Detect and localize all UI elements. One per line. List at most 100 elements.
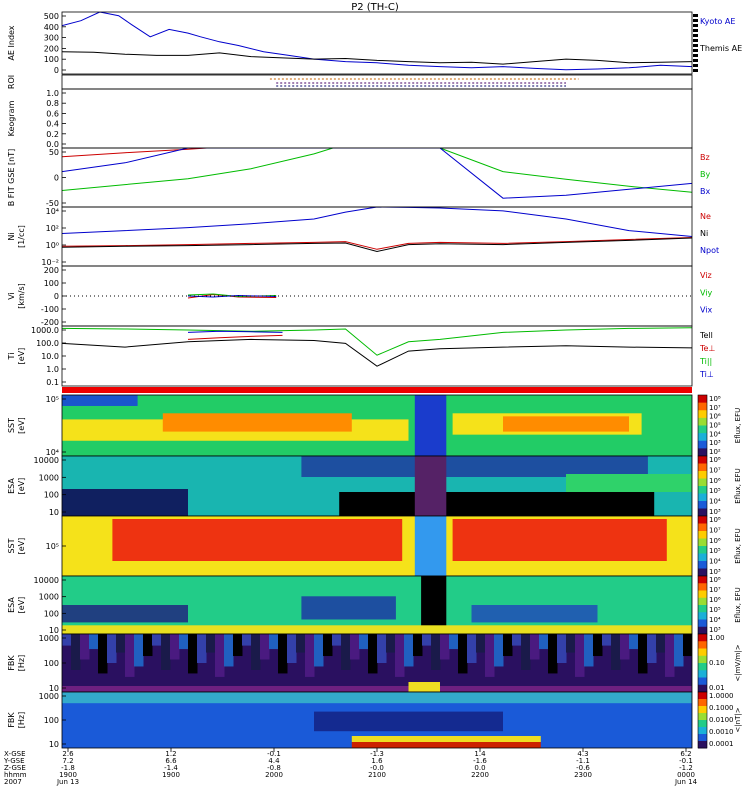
x-tick-zgse: -1.4 (164, 764, 178, 772)
spec-stripe (278, 634, 288, 674)
spec-stripe (386, 634, 396, 653)
legend-Ne: Ne (700, 212, 711, 221)
right-tick (693, 49, 698, 52)
panel-frame-ae (61, 11, 693, 75)
spec-stripe (215, 634, 225, 677)
y-axis-label-bfit: B FIT GSE [nT] (7, 149, 16, 207)
colorbar-tick-label: 0.0001 (709, 740, 734, 748)
spec-band (62, 605, 188, 623)
colorbar-segment (698, 568, 707, 577)
colorbar-segment (698, 670, 707, 678)
y-axis-unit-temp: [eV] (17, 348, 26, 365)
spec-stripe (233, 634, 243, 657)
y-tick-label: 100 (44, 55, 59, 64)
x-tick-date: Jun 14 (674, 778, 698, 786)
colorbar-segment (698, 590, 707, 599)
y-axis-label-sst_e: SST (7, 538, 16, 553)
x-tick-ygse: -1.1 (576, 757, 590, 765)
x-tick-ygse: 6.6 (165, 757, 177, 765)
y-tick-label: 100 (44, 716, 59, 725)
spec-band (162, 413, 352, 432)
panel-frame-temp (61, 325, 693, 387)
spec-stripe (458, 634, 468, 674)
colorbar-label-esa_e: Eflux, EFU (734, 587, 742, 622)
spec-stripe (359, 634, 369, 650)
x-tick-hhmm: 1900 (162, 771, 180, 779)
colorbar-segment (698, 402, 707, 411)
spec-stripe (485, 634, 495, 677)
spectrogram-sst_e (62, 516, 692, 576)
y-tick-label: 0.4 (46, 120, 59, 129)
y-tick-label: 0 (54, 66, 59, 75)
spec-stripe (287, 634, 297, 663)
y-tick-label: 1000 (39, 473, 59, 482)
spec-gap (414, 395, 447, 456)
right-tick (693, 59, 698, 62)
x-tick-xgse: -0.1 (267, 750, 281, 758)
plot-title: P2 (TH-C) (351, 2, 399, 13)
spec-stripe (170, 634, 180, 660)
right-tick (693, 69, 698, 72)
colorbar-segment (698, 433, 707, 442)
spec-stripe (503, 634, 513, 657)
spec-stripe (62, 634, 72, 646)
y-tick-label: 1000 (39, 692, 59, 701)
right-tick (693, 54, 698, 57)
colorbar-tick-label: 0.0100 (709, 716, 734, 724)
series-line-Npot (62, 207, 692, 237)
spec-gap (414, 456, 447, 516)
spec-stripe (593, 634, 603, 657)
colorbar-tick-label: 10⁵ (709, 606, 721, 614)
y-tick-label: 0.8 (46, 99, 59, 108)
spec-stripe (530, 634, 540, 660)
spec-stripe (188, 634, 198, 674)
y-tick-label: -50 (46, 199, 59, 208)
y-tick-label: 10² (46, 224, 59, 233)
y-axis-unit-esa_e: [eV] (17, 597, 26, 614)
spec-stripe (341, 634, 351, 670)
y-tick-label: 0.1 (46, 378, 59, 387)
panel-frame-bfit (61, 147, 693, 208)
right-tick (693, 39, 698, 42)
spec-stripe (80, 634, 90, 660)
colorbar-segment (698, 471, 707, 479)
legend-Viz: Viz (700, 271, 712, 280)
spec-stripe (350, 634, 360, 660)
colorbar-tick-label: 10² (709, 448, 721, 456)
x-tick-zgse: -0.6 (576, 764, 590, 772)
spec-stripe (296, 634, 306, 653)
legend-Te: Te⊥ (699, 344, 715, 353)
y-axis-label-temp: Ti (7, 353, 16, 361)
colorbar-segment (698, 648, 707, 657)
colorbar-segment (698, 576, 707, 584)
y-tick-label: 10 (49, 740, 59, 749)
colorbar-segment (698, 463, 707, 472)
colorbar-segment (698, 612, 707, 620)
y-tick-label: 0.2 (46, 130, 59, 139)
y-tick-label: 10⁴ (46, 207, 59, 216)
spec-band (62, 686, 692, 692)
colorbar-tick-label: 0.1000 (709, 704, 734, 712)
series-line-By (62, 148, 692, 193)
y-axis-label-keogram: Keogram (7, 100, 16, 136)
colorbar-tick-label: 10⁵ (709, 547, 721, 555)
legend-Tell: Tell (699, 331, 713, 340)
colorbar-segment (698, 655, 707, 664)
y-tick-label: -200 (41, 318, 59, 327)
x-tick-xgse: 4.3 (577, 750, 588, 758)
y-tick-label: 1000 (39, 634, 59, 643)
spec-stripe (674, 634, 684, 667)
colorbar-segment (698, 597, 707, 606)
spec-stripe (323, 634, 333, 657)
spec-stripe (71, 634, 81, 670)
series-line-Ne (62, 237, 692, 250)
colorbar-tick-label: 10⁴ (709, 558, 721, 566)
y-axis-label-dens: Ni (7, 232, 16, 240)
series-line-KyotoAE (62, 12, 692, 71)
colorbar-tick-label: 0.01 (709, 684, 725, 692)
colorbar-tick-label: 10⁴ (709, 498, 721, 506)
colorbar-tick-label: 10⁸ (709, 516, 721, 524)
right-tick (693, 29, 698, 32)
spec-stripe (332, 634, 342, 646)
